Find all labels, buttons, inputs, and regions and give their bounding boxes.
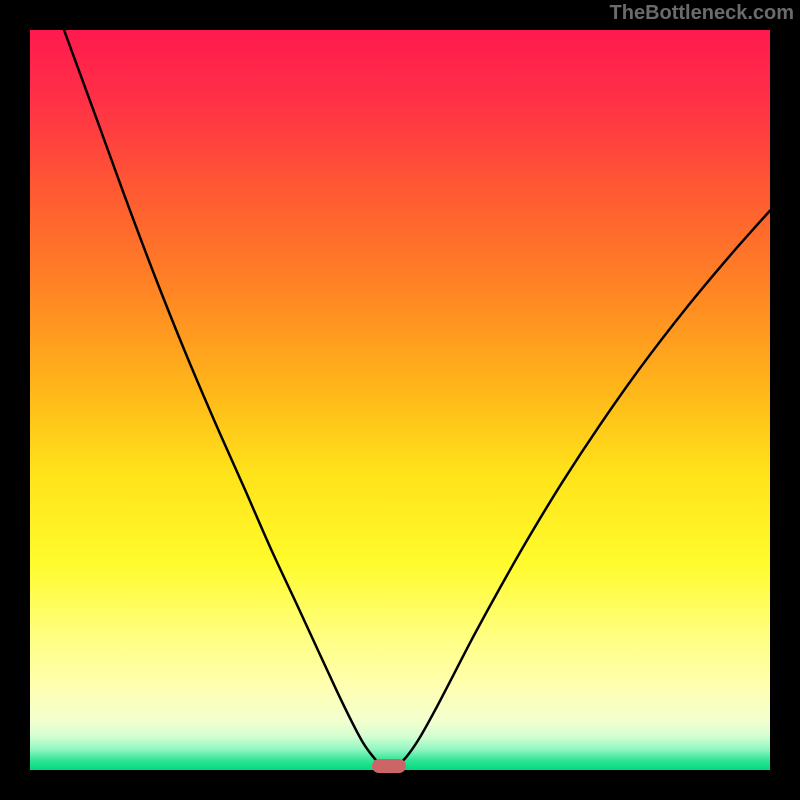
watermark-text: TheBottleneck.com (610, 2, 794, 25)
chart-root: TheBottleneck.com (0, 0, 800, 800)
plot-area (30, 30, 770, 770)
curve-path (64, 30, 770, 768)
bottleneck-curve (30, 30, 770, 770)
minimum-marker (372, 759, 406, 773)
